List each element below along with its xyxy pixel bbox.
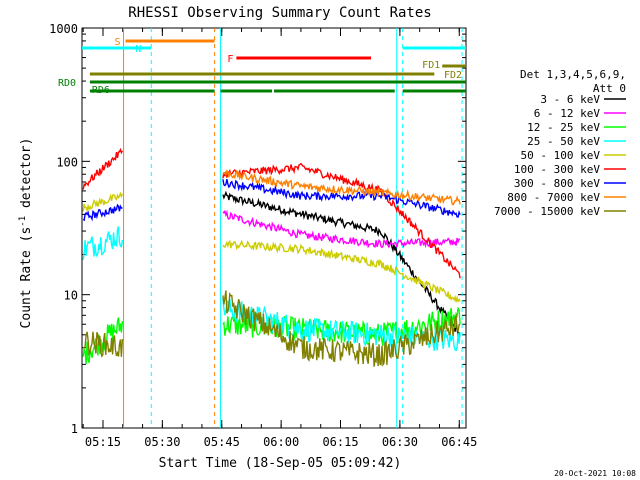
flag-label: F <box>227 54 233 65</box>
x-axis-label: Start Time (18-Sep-05 05:09:42) <box>159 456 402 471</box>
series-line <box>82 147 124 190</box>
flag-label: FD1 <box>422 60 440 71</box>
legend-label: 300 - 800 keV <box>514 177 600 190</box>
legend-label: 7000 - 15000 keV <box>494 205 600 218</box>
y-tick-label: 10 <box>64 289 78 303</box>
x-tick-label: 05:45 <box>204 435 240 449</box>
y-axis-label: Count Rate (s-1 detector) <box>18 138 34 329</box>
series-line <box>222 178 461 218</box>
legend-label: 6 - 12 keV <box>534 107 601 120</box>
x-tick-label: 06:45 <box>441 435 477 449</box>
legend-label: 25 - 50 keV <box>527 135 600 148</box>
flag-label: N <box>135 44 141 55</box>
series-line <box>222 209 461 249</box>
x-tick-label: 05:15 <box>85 435 121 449</box>
y-tick-label: 1 <box>71 422 78 436</box>
plot-frame <box>81 27 467 429</box>
series-line <box>82 191 124 213</box>
series-line <box>82 203 123 222</box>
x-tick-label: 05:30 <box>144 435 180 449</box>
legend-label: 50 - 100 keV <box>521 149 601 162</box>
x-tick-label: 06:00 <box>263 435 299 449</box>
series-line <box>222 239 461 303</box>
legend-label: 800 - 7000 keV <box>507 191 600 204</box>
y-tick-label: 1000 <box>49 22 78 36</box>
y-tick-label: 100 <box>56 155 78 169</box>
series-line <box>82 317 124 365</box>
legend-label: 3 - 6 keV <box>540 93 600 106</box>
legend-header-line1: Det 1,3,4,5,6,9, <box>520 68 626 81</box>
series-line <box>222 290 461 367</box>
series-line <box>222 169 461 206</box>
flag-label: S <box>115 37 121 48</box>
legend-label: 100 - 300 keV <box>514 163 600 176</box>
legend-header-line2: Att 0 <box>593 82 626 95</box>
flag-label: FD2 <box>444 70 462 81</box>
flag-label: RD0 <box>58 78 76 89</box>
chart-title: RHESSI Observing Summary Count Rates <box>128 5 431 21</box>
footer-date: 20-Oct-2021 10:08 <box>554 469 636 478</box>
x-tick-label: 06:30 <box>382 435 418 449</box>
series-line <box>82 331 124 358</box>
x-tick-label: 06:15 <box>322 435 358 449</box>
flag-label: RD6 <box>92 85 110 96</box>
series-line <box>222 162 461 279</box>
series-line <box>82 226 124 260</box>
legend-label: 12 - 25 keV <box>527 121 600 134</box>
